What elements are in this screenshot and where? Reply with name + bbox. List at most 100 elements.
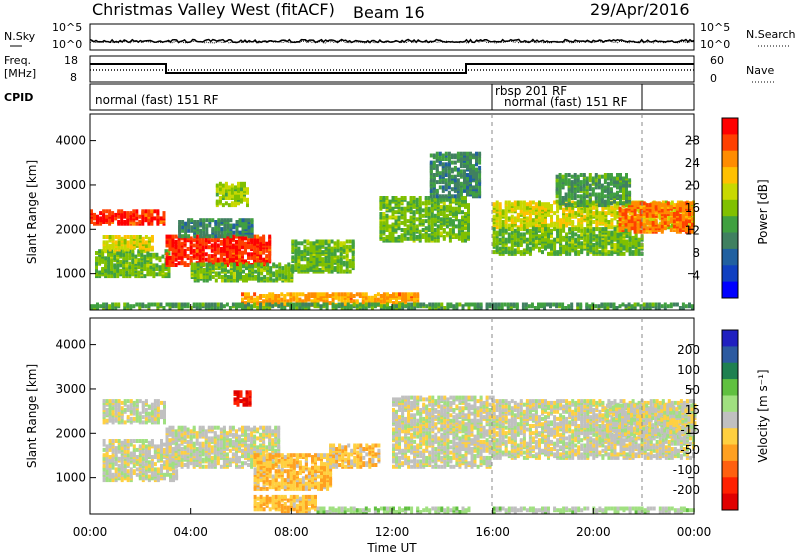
data-cell xyxy=(576,302,580,307)
data-cell xyxy=(538,212,541,217)
data-cell xyxy=(202,234,206,239)
data-cell xyxy=(600,174,604,179)
data-cell xyxy=(257,266,261,271)
data-cell xyxy=(310,302,314,307)
data-cell xyxy=(110,258,114,263)
data-cell xyxy=(120,209,124,214)
data-cell xyxy=(235,255,238,260)
data-cell xyxy=(345,244,349,249)
data-cell xyxy=(616,232,620,237)
data-cell xyxy=(406,231,410,236)
data-cell xyxy=(278,276,282,281)
data-cell xyxy=(379,233,383,238)
data-cell xyxy=(123,238,127,243)
data-cell xyxy=(107,258,111,263)
data-cell xyxy=(114,460,118,465)
data-cell xyxy=(193,269,197,274)
data-cell xyxy=(413,302,417,307)
data-cell xyxy=(507,232,511,237)
data-cell xyxy=(579,199,583,204)
data-cell xyxy=(379,229,383,234)
data-cell xyxy=(625,239,629,244)
data-cell xyxy=(262,257,266,262)
data-cell xyxy=(114,302,118,307)
data-cell xyxy=(319,304,323,309)
data-cell xyxy=(657,306,661,310)
data-cell xyxy=(663,208,667,213)
data-cell xyxy=(253,238,257,243)
data-cell xyxy=(604,237,608,242)
data-cell xyxy=(128,249,132,254)
data-cell xyxy=(527,304,531,309)
data-cell xyxy=(613,180,616,185)
data-cell xyxy=(138,415,142,420)
data-cell xyxy=(159,220,163,224)
data-cell xyxy=(108,399,112,404)
data-cell xyxy=(108,235,112,239)
data-cell xyxy=(238,239,241,244)
data-cell xyxy=(619,251,623,256)
data-cell xyxy=(328,294,332,298)
data-cell xyxy=(352,302,356,307)
data-cell xyxy=(260,262,264,267)
data-cell xyxy=(660,208,664,213)
data-cell xyxy=(616,244,620,249)
data-cell xyxy=(591,302,595,307)
data-cell xyxy=(603,199,607,204)
data-cell xyxy=(116,251,120,255)
data-cell xyxy=(244,295,247,300)
data-cell xyxy=(177,248,181,253)
data-cell xyxy=(90,209,93,214)
data-cell xyxy=(510,227,514,232)
data-cell xyxy=(120,440,124,445)
data-cell xyxy=(538,227,541,232)
data-cell xyxy=(156,416,160,421)
data-cell xyxy=(447,155,451,160)
data-cell xyxy=(244,250,247,255)
data-cell xyxy=(222,257,226,262)
cpid-segment-3: normal (fast) 151 RF xyxy=(504,95,628,109)
data-cell xyxy=(469,155,472,160)
data-cell xyxy=(538,234,541,239)
data-cell xyxy=(391,228,395,232)
data-cell xyxy=(287,273,291,278)
data-cell xyxy=(472,190,475,195)
data-cell xyxy=(129,406,133,411)
data-cell xyxy=(217,271,221,276)
data-cell xyxy=(126,240,130,245)
data-cell xyxy=(241,306,244,310)
data-cell xyxy=(621,220,625,225)
nave-ytick-top: 60 xyxy=(710,54,724,67)
data-cell xyxy=(444,178,448,183)
data-cell xyxy=(403,228,407,232)
data-cell xyxy=(519,200,523,205)
data-cell xyxy=(269,276,273,281)
data-cell xyxy=(220,234,224,239)
data-cell xyxy=(667,225,671,230)
data-cell xyxy=(221,190,225,195)
data-cell xyxy=(466,188,469,193)
data-cell xyxy=(105,418,109,423)
data-cell xyxy=(241,292,244,297)
data-cell xyxy=(346,302,350,307)
data-cell xyxy=(262,250,266,255)
data-cell xyxy=(438,171,442,176)
data-cell xyxy=(322,302,326,307)
data-cell xyxy=(336,239,340,244)
data-cell xyxy=(238,218,242,223)
data-cell xyxy=(343,301,347,306)
data-cell xyxy=(577,244,581,249)
data-cell xyxy=(625,190,628,195)
data-cell xyxy=(223,218,227,223)
data-cell xyxy=(604,205,608,210)
data-cell xyxy=(395,304,398,309)
data-cell xyxy=(582,183,586,188)
data-cell xyxy=(262,261,266,266)
data-cell xyxy=(334,295,338,300)
data-cell xyxy=(180,261,184,266)
data-cell xyxy=(604,211,608,216)
data-cell xyxy=(616,204,620,208)
data-cell xyxy=(549,302,552,307)
data-cell xyxy=(294,266,298,271)
data-cell xyxy=(289,292,293,297)
